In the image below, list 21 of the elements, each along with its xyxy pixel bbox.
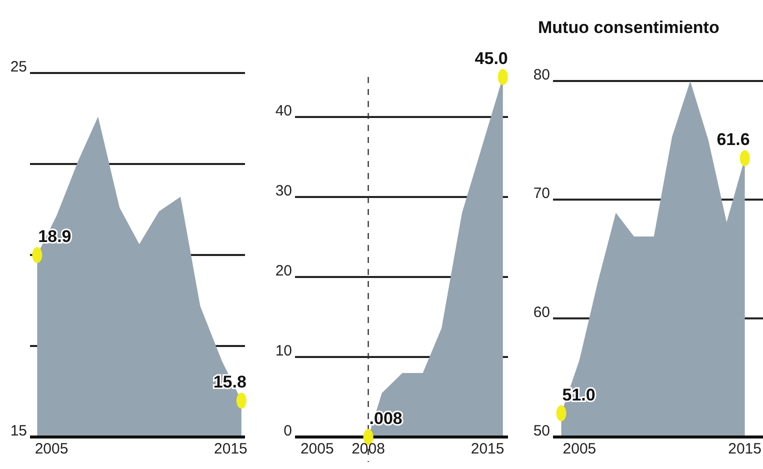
x-tick-label: 2015: [728, 440, 762, 458]
x-tick-label: 2015: [470, 440, 504, 458]
y-tick-label: 15: [10, 422, 27, 440]
annotation: 45.0: [474, 49, 508, 68]
x-tick-label: 2005: [34, 440, 68, 458]
y-tick-label: 70: [533, 185, 550, 202]
x-tick-label: 2008: [352, 440, 385, 458]
y-tick-label: 60: [533, 304, 550, 321]
y-tick-label: 30: [275, 182, 292, 200]
y-tick-label: 50: [533, 422, 550, 440]
annotation: 61.6: [716, 130, 750, 150]
x-tick-label: 2015: [214, 440, 248, 458]
y-tick-label: 0: [284, 422, 292, 440]
y-tick-label: 20: [275, 262, 292, 280]
y-tick-label: 10: [275, 342, 292, 360]
x-tick-label: 2005: [562, 440, 596, 458]
y-tick-label: 40: [275, 102, 292, 120]
x-tick-label: 2005: [300, 440, 334, 458]
chart-title: Mutuo consentimiento: [538, 18, 720, 37]
y-tick-label: 80: [533, 66, 550, 84]
y-tick-label: 25: [10, 58, 27, 76]
